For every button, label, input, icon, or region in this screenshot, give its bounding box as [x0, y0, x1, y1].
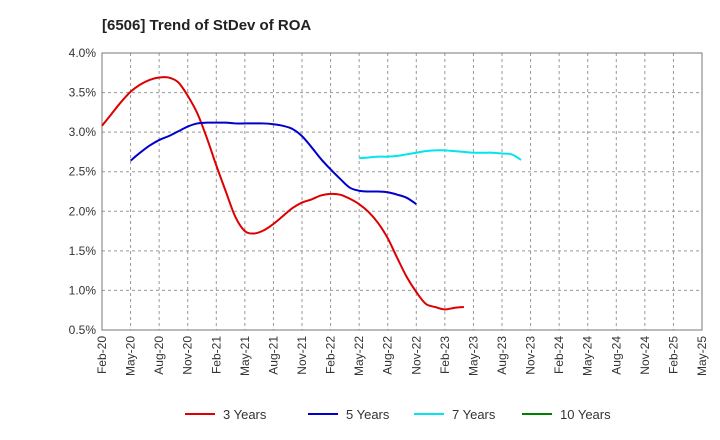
x-tick-label: Feb-24: [552, 336, 566, 374]
series-line-7-years: [359, 149, 522, 161]
y-tick-label: 3.5%: [69, 86, 97, 100]
x-tick-label: Aug-20: [152, 336, 166, 375]
x-tick-label: Nov-23: [524, 336, 538, 375]
x-tick-label: Nov-21: [295, 336, 309, 375]
series-line-3-years: [101, 76, 464, 311]
chart-title: [6506] Trend of StDev of ROA: [102, 17, 311, 34]
x-tick-label: May-22: [352, 336, 366, 376]
x-axis: Feb-20 May-20 Aug-20 Nov-20 Feb-21 May-21 Aug-…: [95, 336, 709, 376]
x-tick-label: Nov-22: [409, 336, 423, 375]
x-tick-label: Aug-22: [381, 336, 395, 375]
x-tick-label: Aug-24: [609, 336, 623, 375]
y-axis: 0.5% 1.0% 1.5% 2.0% 2.5% 3.0% 3.5% 4.0%: [69, 46, 97, 337]
y-tick-label: 2.5%: [69, 165, 97, 179]
x-tick-label: May-20: [124, 336, 138, 376]
x-tick-label: Feb-21: [209, 336, 223, 374]
x-tick-label: May-25: [695, 336, 709, 376]
y-tick-label: 2.0%: [69, 204, 97, 218]
legend-label: 5 Years: [346, 407, 390, 422]
x-tick-label: May-23: [466, 336, 480, 376]
x-tick-label: Feb-25: [666, 336, 680, 374]
x-tick-label: May-21: [238, 336, 252, 376]
y-tick-label: 4.0%: [69, 46, 97, 60]
x-tick-label: May-24: [581, 336, 595, 376]
series-lines: [101, 76, 522, 311]
y-tick-label: 3.0%: [69, 125, 97, 139]
y-tick-label: 1.0%: [69, 283, 97, 297]
x-tick-label: Feb-23: [438, 336, 452, 374]
x-tick-label: Feb-20: [95, 336, 109, 374]
x-tick-label: Feb-22: [324, 336, 338, 374]
x-tick-label: Nov-24: [638, 336, 652, 375]
legend-label: 10 Years: [560, 407, 611, 422]
legend-label: 7 Years: [452, 407, 496, 422]
plot-frame: [101, 52, 703, 331]
y-tick-label: 0.5%: [69, 323, 97, 337]
series-line-5-years: [129, 121, 417, 205]
y-tick-label: 1.5%: [69, 244, 97, 258]
legend-label: 3 Years: [223, 407, 267, 422]
x-tick-label: Aug-21: [266, 336, 280, 375]
grid: [101, 52, 703, 331]
x-tick-label: Aug-23: [495, 336, 509, 375]
x-tick-label: Nov-20: [181, 336, 195, 375]
legend: 3 Years 5 Years 7 Years 10 Years: [185, 407, 611, 422]
